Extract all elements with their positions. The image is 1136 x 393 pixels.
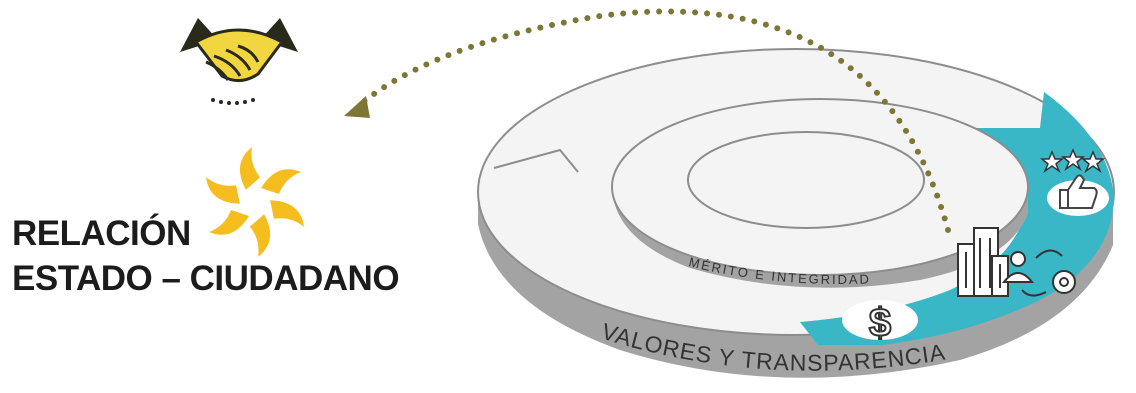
handshake-icon <box>180 18 298 105</box>
title-line-2: ESTADO – CIUDADANO <box>12 259 400 298</box>
three-stars-icon <box>1039 148 1106 174</box>
title-line-1: RELACIÓN <box>12 214 191 253</box>
svg-text:$: $ <box>869 301 891 345</box>
teal-band <box>800 92 1114 345</box>
thumbs-up-icon <box>1047 174 1109 216</box>
outer-ring-gap <box>493 148 579 173</box>
dollar-icon: $ <box>842 300 918 346</box>
dotted-arrow <box>344 8 951 233</box>
innermost-ring <box>687 131 925 229</box>
building-icon <box>957 227 1009 297</box>
person-gear-icon <box>1001 249 1076 297</box>
sun-logo-icon <box>206 147 304 257</box>
